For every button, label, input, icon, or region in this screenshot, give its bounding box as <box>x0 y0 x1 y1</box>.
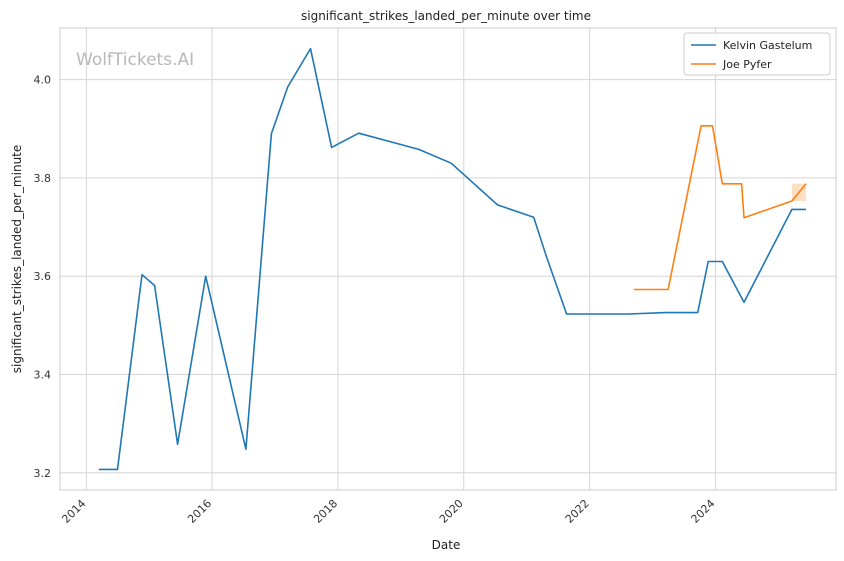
legend-label: Kelvin Gastelum <box>723 39 812 52</box>
legend-box <box>683 32 831 76</box>
series-layer <box>98 47 807 471</box>
y-tick-labels: 3.2 3.4 3.6 3.8 4.0 <box>34 74 52 480</box>
y-tick-label: 3.2 <box>34 467 52 480</box>
y-axis-label: significant_strikes_landed_per_minute <box>10 145 24 374</box>
legend: Kelvin Gastelum Joe Pyfer <box>683 32 831 76</box>
grid-layer <box>60 28 836 490</box>
y-tick-label: 3.6 <box>34 270 52 283</box>
x-axis-label: Date <box>432 538 461 552</box>
chart-title: significant_strikes_landed_per_minute ov… <box>301 9 591 23</box>
legend-label: Joe Pyfer <box>722 58 772 71</box>
series-line-kelvin-gastelum <box>98 47 806 471</box>
watermark: WolfTickets.AI <box>76 50 194 70</box>
y-tick-label: 4.0 <box>34 74 52 87</box>
plot-area-frame <box>59 27 837 491</box>
series-line-joe-pyfer <box>633 125 807 291</box>
y-tick-label: 3.8 <box>34 172 52 185</box>
y-tick-label: 3.4 <box>34 369 52 382</box>
